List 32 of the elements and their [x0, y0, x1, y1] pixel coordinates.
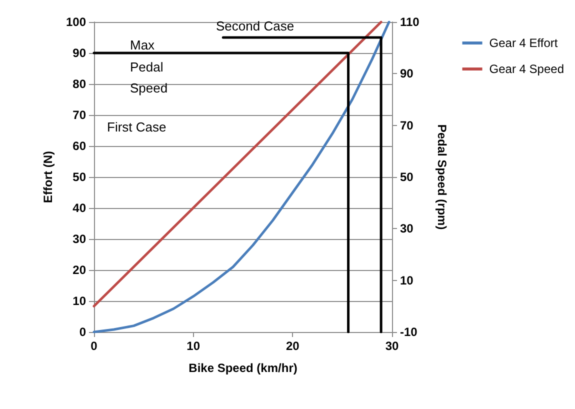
y-tick-label: 30 [72, 232, 86, 246]
y-tick-label: 70 [72, 108, 86, 122]
y-axis-title: Effort (N) [41, 151, 55, 203]
y-tick-label: 50 [72, 170, 86, 184]
y2-tick-label: 110 [400, 15, 420, 29]
x-tick-label: 20 [286, 339, 300, 353]
y2-tick-label: 90 [400, 66, 414, 81]
y-tick-label: 90 [72, 46, 86, 60]
y2-tick-label: 10 [400, 273, 414, 288]
y-tick-label: 40 [72, 201, 86, 215]
y2-tick-label: -10 [400, 325, 418, 339]
y2-axis-title: Pedal Speed (rpm) [435, 124, 449, 230]
y-tick-label: 100 [66, 15, 86, 29]
annotation: First Case [107, 120, 166, 134]
x-axis-title: Bike Speed (km/hr) [188, 361, 298, 375]
annotation: Speed [130, 80, 168, 96]
annotation: Pedal [130, 60, 164, 74]
annotation: Second Case [216, 18, 294, 34]
y2-tick-label: 30 [400, 222, 414, 236]
x-tick-label: 30 [385, 339, 399, 353]
legend-label: Gear 4 Speed [489, 62, 564, 76]
legend-label: Gear 4 Effort [489, 36, 558, 50]
y2-tick-label: 70 [400, 118, 414, 132]
x-tick-label: 0 [90, 339, 98, 353]
y-tick-label: 20 [72, 263, 86, 277]
y-tick-label: 60 [72, 139, 86, 153]
y-tick-label: 0 [79, 325, 86, 339]
y2-tick-label: 50 [400, 170, 414, 184]
x-tick-label: 10 [186, 339, 200, 353]
y-tick-label: 10 [72, 294, 86, 308]
y-tick-label: 80 [72, 77, 86, 91]
annotation: Max [130, 38, 156, 52]
